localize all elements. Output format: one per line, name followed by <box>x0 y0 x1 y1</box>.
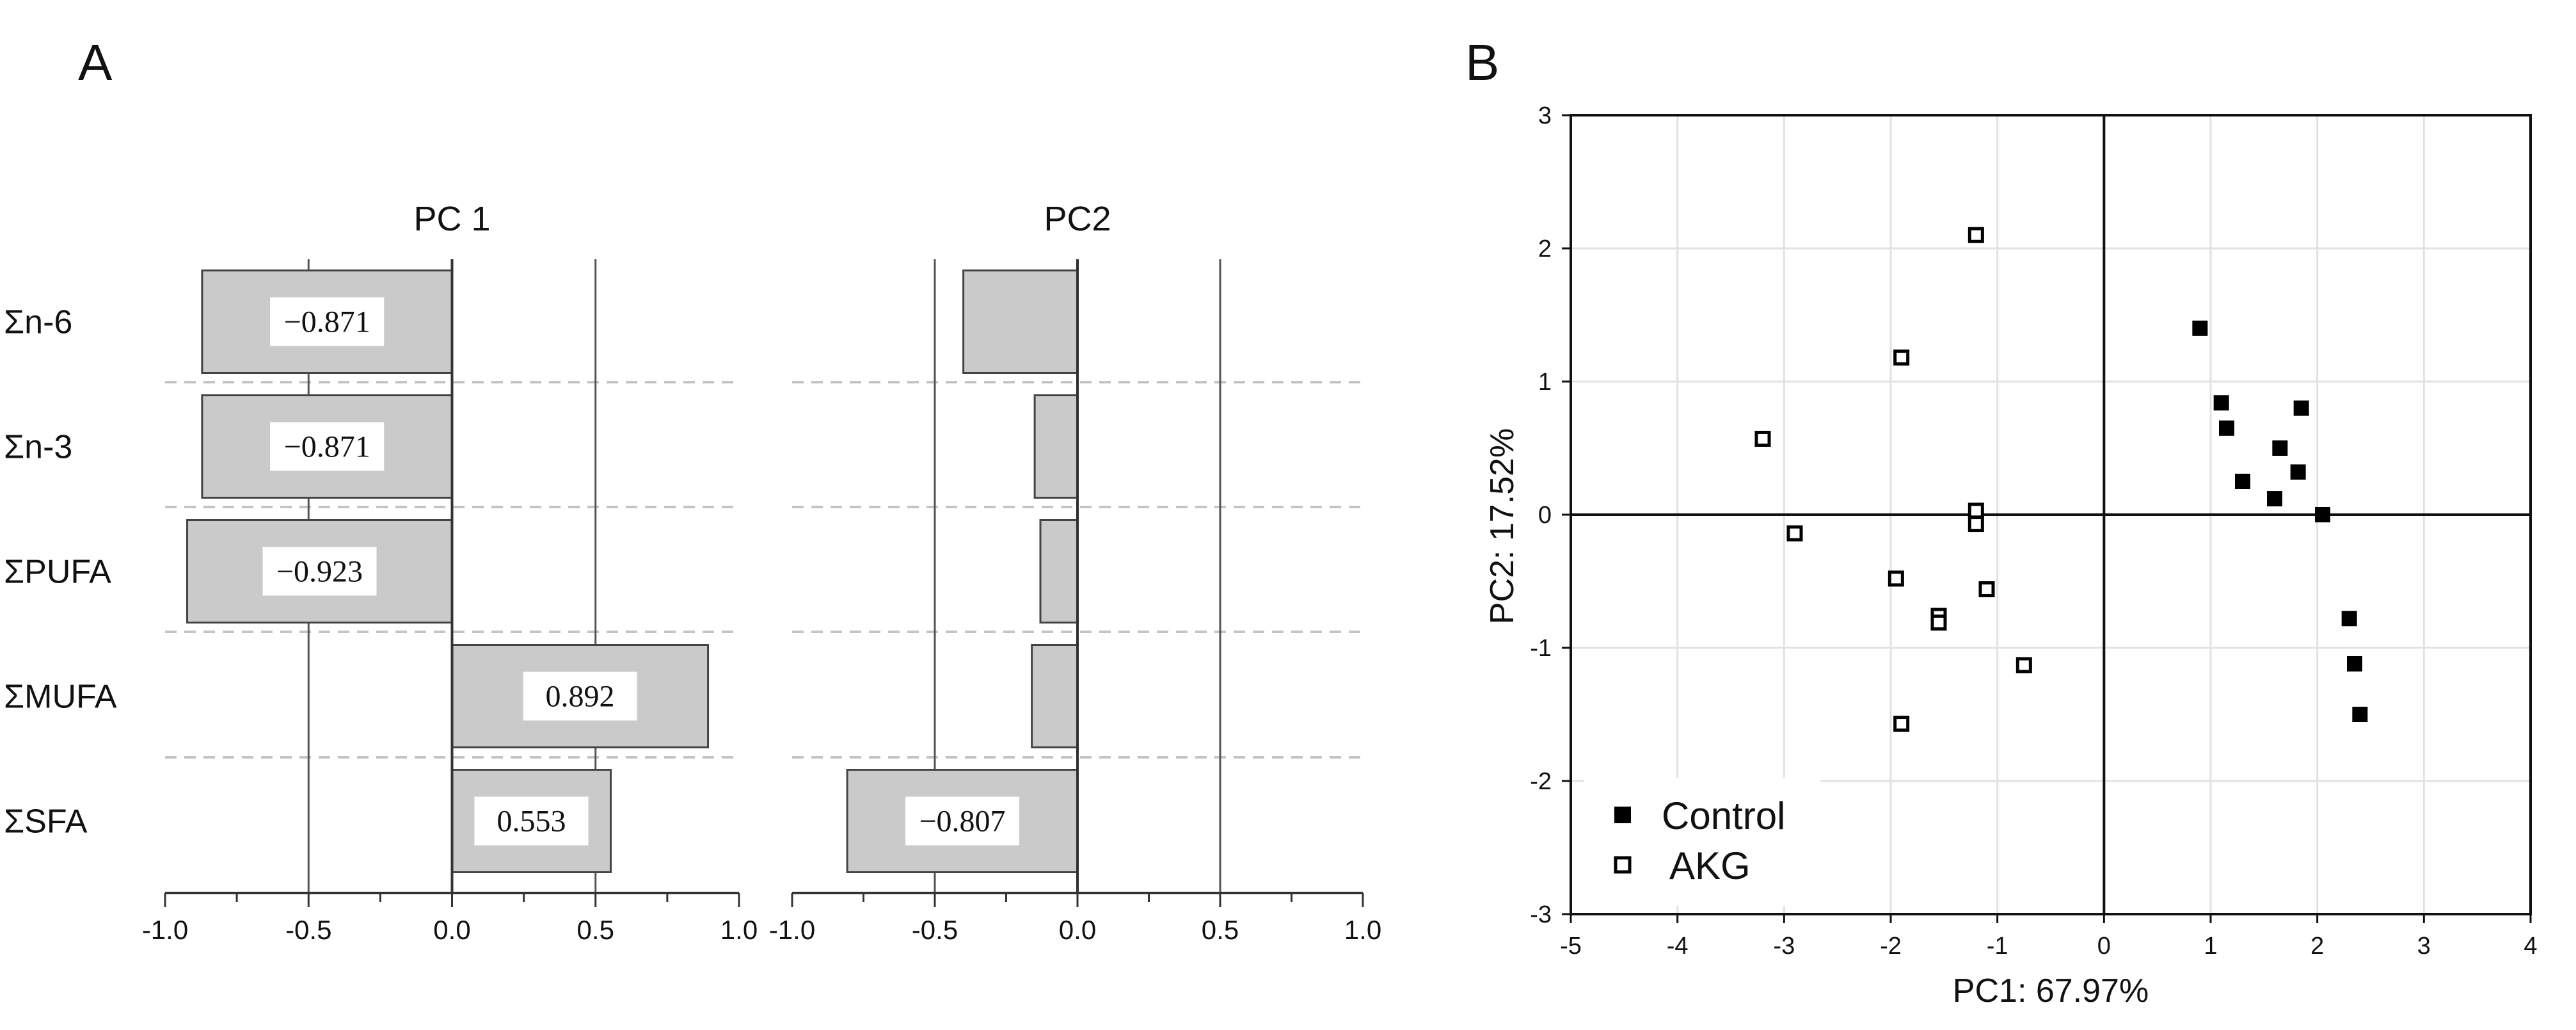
y-tick-label: 1 <box>1538 369 1552 396</box>
x-tick-label: -2 <box>1880 933 1902 960</box>
data-label-box <box>474 796 589 846</box>
akg-point <box>1786 525 1803 542</box>
data-label: −0.923 <box>276 555 363 589</box>
loading-bar <box>1031 644 1079 748</box>
variable-label: Σn-6 <box>4 304 72 341</box>
x-tick-label: -1 <box>1987 933 2008 960</box>
x-tick-label: -1.0 <box>769 915 815 945</box>
akg-point <box>1893 716 1910 732</box>
control-point <box>2315 507 2330 522</box>
panel-label-a: A <box>78 34 113 91</box>
variable-labels: Σn-6 Σn-3 ΣPUFA ΣMUFA ΣSFA <box>4 304 117 841</box>
data-label: 0.892 <box>546 680 615 714</box>
data-label: −0.871 <box>284 430 370 464</box>
x-tick-label: 4 <box>2524 933 2537 960</box>
data-label-box <box>262 547 377 596</box>
y-tick-label: 0 <box>1538 502 1552 529</box>
data-label: 0.553 <box>497 805 566 839</box>
control-point <box>2290 464 2306 480</box>
variable-label: ΣMUFA <box>4 679 117 716</box>
akg-point <box>1968 503 1984 519</box>
akg-point <box>1754 430 1771 447</box>
y-tick-label: -3 <box>1530 901 1552 928</box>
control-point <box>2192 320 2208 336</box>
akg-point <box>1968 516 1984 533</box>
akg-point <box>1930 614 1947 631</box>
x-tick-label: 0.5 <box>1202 915 1239 945</box>
loading-bar <box>1039 519 1079 624</box>
x-tick-label: 1.0 <box>720 915 758 945</box>
data-label-box <box>905 796 1020 846</box>
x-tick-label: 1.0 <box>1344 915 1381 945</box>
akg-point <box>1893 350 1910 366</box>
y-tick-label: 2 <box>1538 236 1552 262</box>
x-tick-label: -0.5 <box>285 915 331 945</box>
data-label-box <box>270 297 385 346</box>
data-label-box <box>523 672 637 721</box>
x-tick-label: 2 <box>2310 933 2324 960</box>
loading-bar <box>962 270 1079 374</box>
akg-point <box>1888 570 1904 587</box>
control-point <box>2341 611 2357 627</box>
akg-point <box>1968 227 1984 243</box>
x-tick-label: -3 <box>1773 933 1795 960</box>
akg-point <box>2015 657 2032 673</box>
x-tick-label: 0.0 <box>1059 915 1096 945</box>
loading-bar <box>1033 394 1079 499</box>
pc1-loading-chart: −0.871 −0.871 −0.923 0.892 0.553 -1.0 -0.5 0.0 0… <box>142 200 758 945</box>
variable-label: ΣSFA <box>4 803 88 841</box>
variable-label: ΣPUFA <box>4 554 111 591</box>
data-label-box <box>270 422 385 471</box>
x-tick-label: -1.0 <box>142 915 188 945</box>
x-tick-label: 0.5 <box>577 915 614 945</box>
chart-title: PC2 <box>1044 200 1111 238</box>
data-label: −0.807 <box>919 805 1005 839</box>
legend-swatch-akg <box>1614 856 1632 874</box>
control-point <box>2352 707 2368 722</box>
x-tick-label: 1 <box>2204 933 2217 960</box>
control-point <box>2293 400 2309 416</box>
x-tick-label: 0 <box>2097 933 2111 960</box>
legend-label: AKG <box>1669 844 1751 887</box>
x-tick-label: -5 <box>1560 933 1582 960</box>
x-tick-label: -4 <box>1667 933 1689 960</box>
data-label: −0.871 <box>284 305 370 339</box>
control-point <box>2213 395 2229 411</box>
x-axis-label: PC1: 67.97% <box>1953 972 2149 1010</box>
pca-score-scatter: -5 -4 -3 -2 -1 0 1 2 3 4 -3 -2 -1 0 1 2 3 PC1: 67.97% PC2:… <box>1484 102 2538 1010</box>
x-tick-label: -0.5 <box>912 915 958 945</box>
control-point <box>2347 656 2362 672</box>
variable-label: Σn-3 <box>4 429 72 466</box>
chart-title: PC 1 <box>413 200 490 238</box>
y-tick-label: 3 <box>1538 102 1552 129</box>
legend-label: Control <box>1662 794 1785 837</box>
control-point <box>2272 440 2288 456</box>
control-point <box>2267 491 2282 507</box>
legend-swatch-control <box>1614 807 1631 823</box>
pc2-loading-chart: −0.807 -1.0 -0.5 0.0 0.5 1.0 PC2 <box>769 200 1381 945</box>
control-point <box>2219 420 2234 436</box>
y-axis-label: PC2: 17.52% <box>1484 428 1521 624</box>
y-tick-label: -2 <box>1530 768 1552 795</box>
control-point <box>2235 474 2250 489</box>
akg-point <box>1978 581 1995 597</box>
x-tick-label: 3 <box>2417 933 2431 960</box>
panel-label-b: B <box>1465 34 1499 91</box>
x-tick-label: 0.0 <box>433 915 470 945</box>
y-tick-label: -1 <box>1530 635 1552 662</box>
legend-background <box>1584 778 1820 906</box>
